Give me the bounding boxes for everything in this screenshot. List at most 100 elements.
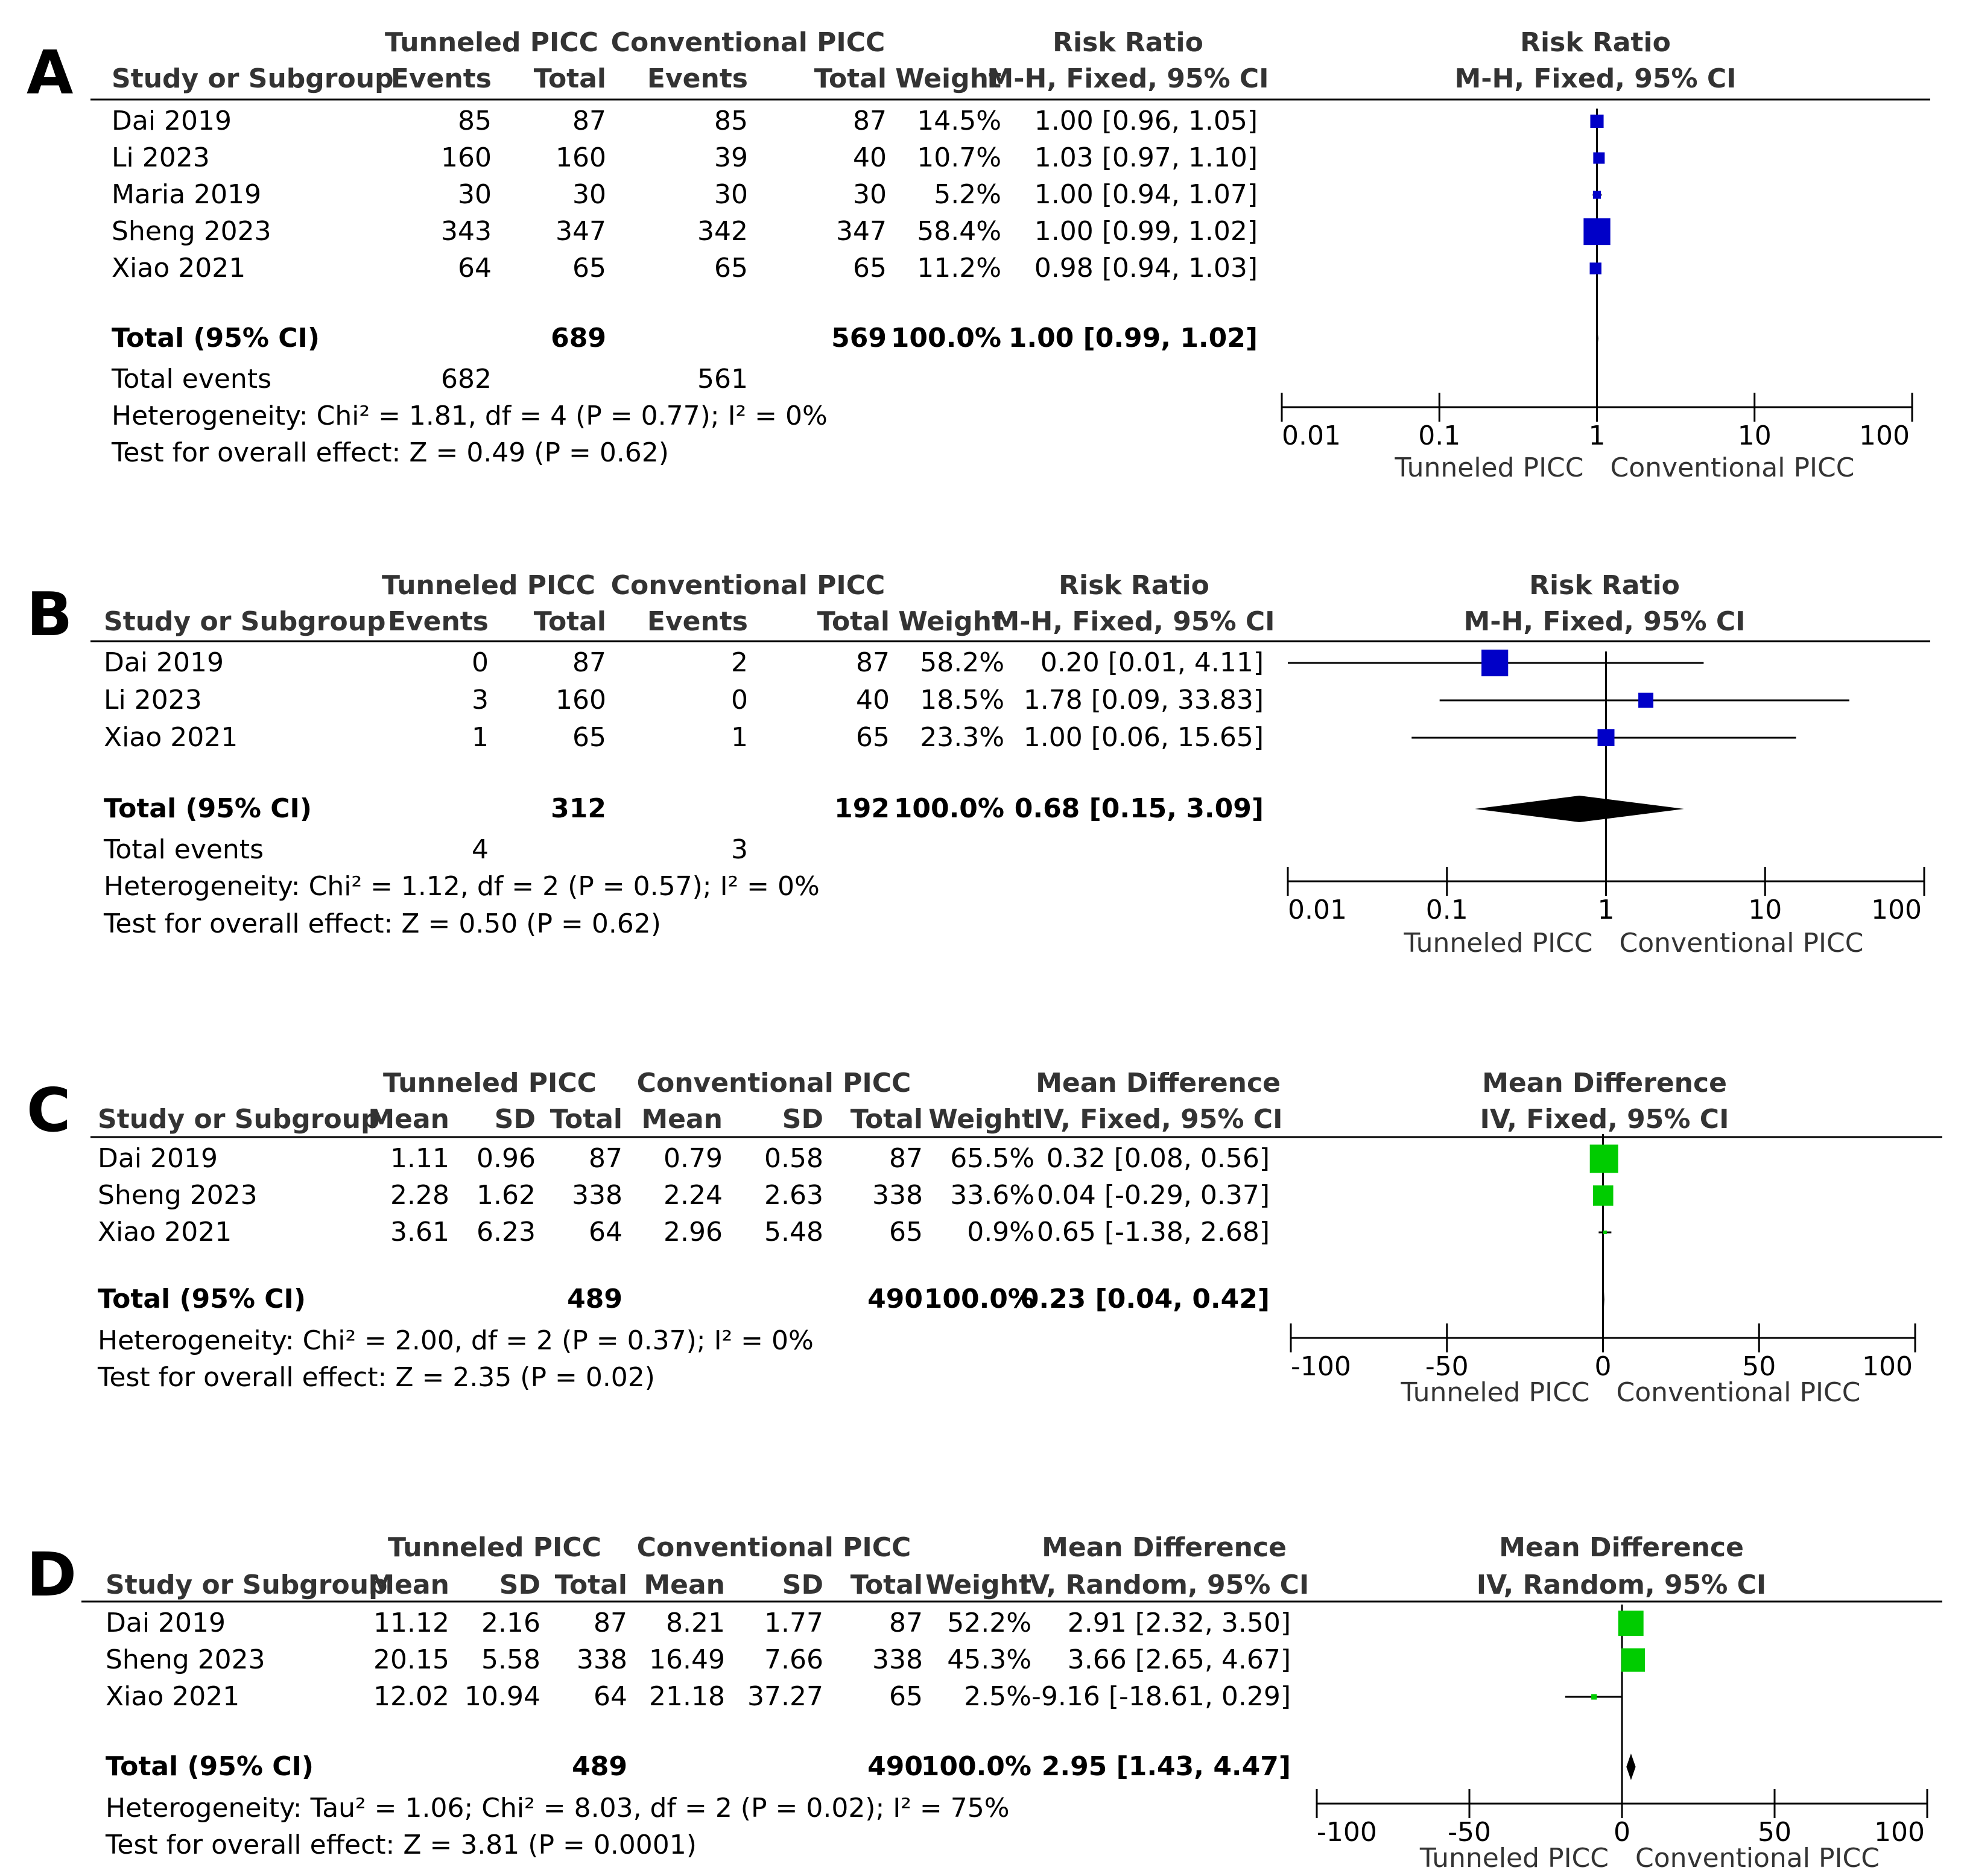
x-axis-tick-label: 1: [1589, 420, 1606, 451]
pooled-diamond: [1596, 325, 1598, 352]
study-value: 1.62: [477, 1180, 536, 1211]
study-weight: 2.5%: [964, 1681, 1031, 1712]
study-effect-ci: 0.98 [0.94, 1.03]: [1034, 253, 1258, 284]
panel-letter: D: [27, 1539, 77, 1610]
total-label: Total (95% CI): [104, 793, 312, 824]
study-effect-ci: 1.00 [0.99, 1.02]: [1034, 216, 1258, 247]
plot-header: Mean Difference: [1499, 1532, 1744, 1563]
study-weight: 33.6%: [950, 1180, 1034, 1211]
study-marker: [1583, 218, 1611, 246]
plot-method-header: M-H, Fixed, 95% CI: [1463, 606, 1745, 637]
total-value: 490: [867, 1751, 923, 1782]
favours-right-label: Conventional PICC: [1617, 1377, 1861, 1408]
study-value: 2.28: [390, 1180, 449, 1211]
study-effect-ci: -9.16 [-18.61, 0.29]: [1031, 1681, 1291, 1712]
study-marker: [1591, 1694, 1597, 1700]
study-name: Li 2023: [104, 685, 202, 715]
column-header: Total: [555, 1570, 627, 1600]
forest-panel-d: D Tunneled PICC Conventional PICC Mean Diff…: [27, 1532, 1942, 1874]
study-value: 65: [853, 253, 887, 284]
total-label: Total (95% CI): [106, 1751, 314, 1782]
total-events-label: Total events: [103, 834, 264, 865]
study-value: 87: [853, 106, 887, 136]
x-axis-tick-label: 50: [1758, 1817, 1791, 1848]
study-marker: [1589, 262, 1601, 274]
total-effect-ci: 0.23 [0.04, 0.42]: [1021, 1284, 1270, 1314]
study-value: 343: [441, 216, 492, 247]
group-header-tunneled: Tunneled PICC: [388, 1532, 601, 1563]
study-marker: [1590, 114, 1604, 128]
x-axis-tick-label: 10: [1738, 420, 1772, 451]
total-weight: 100.0%: [921, 1751, 1031, 1782]
study-value: 2.63: [764, 1180, 823, 1211]
study-value: 2.16: [481, 1608, 540, 1638]
total-weight: 100.0%: [924, 1284, 1034, 1314]
panel-letter: C: [27, 1075, 71, 1146]
study-name: Sheng 2023: [106, 1644, 265, 1675]
study-effect-ci: 1.00 [0.94, 1.07]: [1034, 179, 1258, 210]
x-axis-tick-label: 100: [1862, 1351, 1913, 1382]
study-value: 338: [577, 1644, 627, 1675]
study-value: 6.23: [477, 1217, 536, 1247]
study-value: 30: [458, 179, 492, 210]
study-value: 39: [714, 142, 748, 173]
study-value: 338: [872, 1180, 923, 1211]
x-axis-tick-label: 100: [1859, 420, 1910, 451]
column-header: Total: [851, 1570, 923, 1600]
plot-method-header: IV, Fixed, 95% CI: [1480, 1104, 1729, 1135]
study-value: 1.77: [764, 1608, 823, 1638]
column-header-study: Study or Subgroup: [98, 1104, 380, 1135]
heterogeneity-text: Heterogeneity: Chi² = 1.12, df = 2 (P = …: [104, 871, 820, 902]
total-label: Total (95% CI): [98, 1284, 306, 1314]
x-axis-tick-label: 10: [1748, 895, 1782, 925]
x-axis-tick-label: 0.01: [1282, 420, 1341, 451]
study-value: 0: [472, 647, 489, 678]
pooled-diamond: [1626, 1754, 1636, 1780]
study-value: 347: [556, 216, 606, 247]
favours-left-label: Tunneled PICC: [1419, 1843, 1609, 1874]
study-name: Dai 2019: [112, 106, 232, 136]
column-header: Total: [534, 63, 606, 94]
overall-effect-text: Test for overall effect: Z = 0.50 (P = 0…: [103, 908, 661, 939]
total-events-value: 561: [697, 364, 748, 395]
study-value: 64: [594, 1681, 627, 1712]
study-value: 1: [731, 722, 748, 753]
study-weight: 10.7%: [917, 142, 1001, 173]
study-name: Maria 2019: [112, 179, 261, 210]
x-axis-tick-label: -50: [1448, 1817, 1491, 1848]
total-label: Total (95% CI): [112, 323, 320, 353]
favours-right-label: Conventional PICC: [1620, 928, 1864, 959]
study-effect-ci: 0.04 [-0.29, 0.37]: [1037, 1180, 1270, 1211]
column-header: SD: [782, 1104, 823, 1135]
group-header-conventional: Conventional PICC: [637, 1532, 911, 1563]
effect-header: Risk Ratio: [1059, 570, 1209, 601]
study-value: 3.61: [390, 1217, 449, 1247]
x-axis-tick-label: 0: [1595, 1351, 1612, 1382]
plot-header: Mean Difference: [1482, 1068, 1727, 1098]
favours-left-label: Tunneled PICC: [1394, 452, 1583, 483]
study-marker: [1597, 729, 1615, 746]
plot-header: Risk Ratio: [1529, 570, 1680, 601]
study-value: 3: [472, 685, 489, 715]
favours-right-label: Conventional PICC: [1635, 1843, 1880, 1874]
study-value: 65: [572, 722, 606, 753]
total-value: 490: [867, 1284, 923, 1314]
study-value: 12.02: [373, 1681, 449, 1712]
column-header-study: Study or Subgroup: [104, 606, 386, 637]
study-name: Xiao 2021: [98, 1217, 232, 1247]
study-weight: 18.5%: [920, 685, 1004, 715]
study-value: 7.66: [764, 1644, 823, 1675]
study-value: 342: [697, 216, 748, 247]
study-value: 65: [889, 1217, 923, 1247]
study-value: 30: [853, 179, 887, 210]
forest-panel-b: B Tunneled PICC Conventional PICC Risk Rati…: [27, 570, 1930, 959]
total-effect-ci: 0.68 [0.15, 3.09]: [1015, 793, 1264, 824]
study-marker: [1592, 191, 1601, 199]
study-effect-ci: 1.78 [0.09, 33.83]: [1024, 685, 1264, 715]
column-header: Mean: [368, 1104, 449, 1135]
study-name: Dai 2019: [106, 1608, 226, 1638]
x-axis-tick-label: -100: [1291, 1351, 1351, 1382]
forest-panel-c: C Tunneled PICC Conventional PICC Mean Diff…: [27, 1068, 1942, 1408]
group-header-conventional: Conventional PICC: [611, 27, 885, 58]
